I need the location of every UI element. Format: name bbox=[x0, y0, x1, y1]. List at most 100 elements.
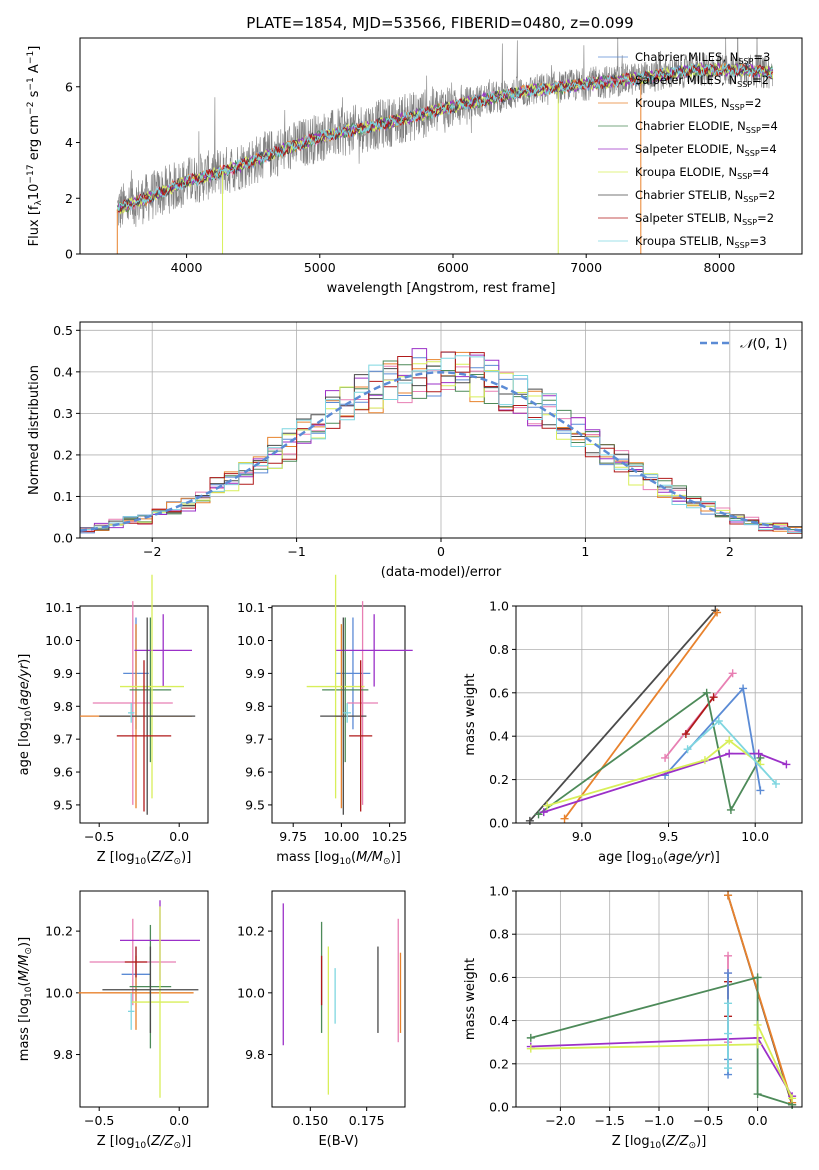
y-tick-label: 0.2 bbox=[489, 1056, 509, 1071]
x-tick-label: 5000 bbox=[304, 260, 336, 275]
weight-marker bbox=[700, 756, 709, 765]
weight-marker bbox=[753, 1090, 762, 1099]
y-tick-label: 6 bbox=[65, 79, 73, 94]
y-tick-label: 9.7 bbox=[53, 732, 73, 747]
axes-frame bbox=[79, 605, 209, 824]
legend-label: Salpeter ELODIE, NSSP=4 bbox=[635, 142, 777, 158]
weight-marker bbox=[724, 1029, 733, 1038]
weight-marker bbox=[713, 608, 722, 617]
legend-label: Kroupa MILES, NSSP=2 bbox=[635, 96, 762, 112]
x-tick-label: 0.150 bbox=[292, 1113, 328, 1128]
errorbar-point bbox=[322, 617, 369, 763]
weight-series bbox=[539, 749, 791, 817]
weight-marker bbox=[725, 749, 734, 758]
y-tick-label: 0.2 bbox=[53, 447, 73, 462]
y-tick-label: 0.4 bbox=[489, 1013, 509, 1028]
y-tick-label: 9.8 bbox=[53, 1047, 73, 1062]
weight-marker bbox=[543, 801, 552, 810]
age-vs-Z-panel: −0.5 0.0 9.5 9.6 9.7 9.8 9.9 10.0 10.1 Z [log10(Z… bbox=[17, 574, 209, 867]
weight-series bbox=[525, 606, 720, 825]
residual-histogram-step bbox=[80, 355, 802, 538]
legend-label: Salpeter MILES, NSSP=2 bbox=[635, 73, 769, 89]
weight-series bbox=[534, 688, 765, 819]
spectrum-legend: Chabrier MILES, NSSP=3 Salpeter MILES, NS… bbox=[598, 50, 778, 250]
y-tick-label: 10.0 bbox=[237, 985, 265, 1000]
x-axis-label: Z [log10(Z/Z⊙)] bbox=[97, 850, 192, 867]
x-tick-label: −0.5 bbox=[693, 1113, 723, 1128]
legend-label: Chabrier ELODIE, NSSP=4 bbox=[635, 119, 778, 135]
weight-series bbox=[560, 608, 722, 823]
y-tick-label: 0.8 bbox=[489, 642, 509, 657]
weight-series bbox=[543, 736, 765, 810]
y-tick-label: 9.5 bbox=[53, 797, 73, 812]
axes-frame bbox=[79, 890, 209, 1108]
errorbar-point bbox=[92, 601, 173, 805]
errorbar-point bbox=[349, 660, 373, 812]
weight-line bbox=[543, 752, 787, 813]
x-axis-label: wavelength [Angstrom, rest frame] bbox=[327, 281, 556, 296]
mass-vs-ebv-panel: 0.150 0.175 9.8 10.0 10.2 E(B-V) bbox=[237, 890, 406, 1149]
errorbar-point bbox=[131, 906, 189, 1098]
weight-vs-Z-panel: −2.0 −1.5 −1.0 −0.5 0.0 0.0 0.2 0.4 0.6 0.8 1.0 Z [… bbox=[463, 884, 803, 1151]
weight-marker bbox=[560, 814, 569, 823]
errorbar-point bbox=[116, 660, 172, 812]
x-tick-label: −1 bbox=[287, 544, 305, 559]
y-tick-label: 9.6 bbox=[245, 765, 265, 780]
x-tick-label: −0.5 bbox=[84, 829, 114, 844]
axes-frame bbox=[271, 890, 406, 1108]
x-axis-label: Z [log10(Z/Z⊙)] bbox=[97, 1134, 192, 1151]
errorbar-point bbox=[306, 574, 365, 799]
y-tick-label: 10.0 bbox=[45, 985, 73, 1000]
weight-marker bbox=[724, 969, 733, 978]
weight-marker bbox=[754, 749, 763, 758]
normal-reference-curve bbox=[79, 371, 803, 532]
weight-line bbox=[537, 691, 762, 816]
x-tick-label: 0.175 bbox=[349, 1113, 385, 1128]
weight-line bbox=[529, 609, 716, 822]
spectrum-data-line bbox=[117, 38, 773, 228]
y-tick-label: 9.6 bbox=[53, 765, 73, 780]
weight-marker bbox=[526, 1033, 535, 1042]
y-tick-label: 9.8 bbox=[245, 1047, 265, 1062]
x-tick-label: −1.5 bbox=[595, 1113, 625, 1128]
x-tick-label: 0.0 bbox=[169, 829, 189, 844]
x-axis-label: E(B-V) bbox=[318, 1134, 358, 1149]
y-tick-label: 9.9 bbox=[53, 666, 73, 681]
axes-frame bbox=[271, 605, 406, 824]
y-axis-label: mass weight bbox=[463, 958, 478, 1040]
weight-marker bbox=[728, 669, 737, 678]
errorbar-point bbox=[134, 614, 192, 687]
x-tick-label: −0.5 bbox=[84, 1113, 114, 1128]
x-tick-label: 9.75 bbox=[279, 829, 307, 844]
y-tick-label: 9.8 bbox=[245, 699, 265, 714]
x-axis-label: age [log10(age/yr)] bbox=[598, 850, 720, 867]
spectrum-model-line bbox=[116, 62, 774, 213]
legend-label: 𝒩(0, 1) bbox=[740, 337, 787, 352]
weight-marker bbox=[683, 745, 692, 754]
y-tick-label: 9.7 bbox=[245, 732, 265, 747]
weight-marker bbox=[526, 1044, 535, 1053]
errorbar-point bbox=[347, 601, 379, 805]
x-tick-label: −2 bbox=[143, 544, 161, 559]
errorbar-point bbox=[102, 946, 199, 1033]
weight-marker bbox=[753, 1040, 762, 1049]
weight-marker bbox=[724, 999, 733, 1008]
spectrum-panel: 4000 5000 6000 7000 8000 0 2 4 6 wavelength [Angs… bbox=[26, 37, 803, 296]
age-vs-mass-panel: 9.75 10.00 10.25 9.5 9.6 9.7 9.8 9.9 10.0 10.1 mas… bbox=[237, 574, 413, 867]
x-tick-label: 7000 bbox=[570, 260, 602, 275]
x-tick-label: 1 bbox=[581, 544, 589, 559]
residuals-panel: −2 −1 0 1 2 0.0 0.1 0.2 0.3 0.4 0.5 (data-model)/er… bbox=[27, 321, 803, 580]
y-axis-label: Normed distribution bbox=[27, 365, 42, 495]
weight-line bbox=[563, 611, 718, 820]
y-tick-label: 4 bbox=[65, 135, 73, 150]
x-tick-label: 4000 bbox=[171, 260, 203, 275]
x-tick-label: −2.0 bbox=[545, 1113, 575, 1128]
x-tick-label: 10.0 bbox=[741, 829, 769, 844]
mass-vs-Z-panel: −0.5 0.0 9.8 10.0 10.2 Z [log10(Z/Z⊙)] mass [l… bbox=[17, 890, 209, 1151]
x-tick-label: 0.0 bbox=[169, 1113, 189, 1128]
y-tick-label: 0 bbox=[65, 247, 73, 262]
weight-marker bbox=[726, 805, 735, 814]
axes-frame bbox=[79, 321, 803, 539]
y-tick-label: 9.8 bbox=[53, 699, 73, 714]
